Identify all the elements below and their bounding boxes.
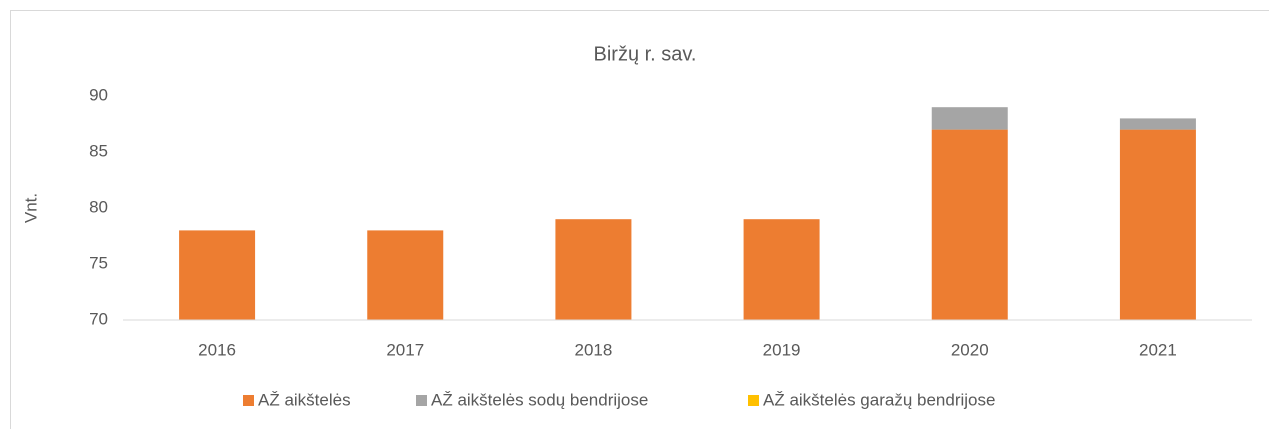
bar-segment bbox=[179, 230, 256, 320]
legend-swatch bbox=[243, 395, 254, 406]
bar-segment bbox=[743, 219, 820, 320]
x-tick-label: 2017 bbox=[386, 340, 424, 359]
legend-swatch bbox=[748, 395, 759, 406]
bar-segment bbox=[1119, 129, 1196, 320]
x-tick-label: 2021 bbox=[1139, 340, 1177, 359]
y-tick-label: 75 bbox=[89, 253, 108, 272]
chart-title: Biržų r. sav. bbox=[594, 43, 697, 65]
y-tick-label: 80 bbox=[89, 197, 108, 216]
chart-frame bbox=[10, 10, 1269, 429]
bar-segment bbox=[1119, 118, 1196, 130]
legend-label: AŽ aikštelės garažų bendrijose bbox=[763, 390, 995, 409]
legend-swatch bbox=[416, 395, 427, 406]
x-tick-label: 2019 bbox=[763, 340, 801, 359]
x-tick-label: 2020 bbox=[951, 340, 989, 359]
legend-label: AŽ aikštelės bbox=[258, 390, 351, 409]
x-tick-label: 2016 bbox=[198, 340, 236, 359]
bar-segment bbox=[367, 230, 444, 320]
y-axis-label: Vnt. bbox=[21, 193, 40, 223]
bar-segment bbox=[555, 219, 632, 320]
x-tick-label: 2018 bbox=[575, 340, 613, 359]
y-tick-label: 70 bbox=[89, 309, 108, 328]
y-tick-label: 90 bbox=[89, 85, 108, 104]
y-tick-label: 85 bbox=[89, 141, 108, 160]
bar-segment bbox=[931, 129, 1008, 320]
legend-label: AŽ aikštelės sodų bendrijose bbox=[431, 390, 648, 409]
bar-segment bbox=[931, 107, 1008, 130]
